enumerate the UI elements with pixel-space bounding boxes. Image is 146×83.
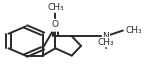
Text: N: N (102, 32, 109, 41)
Text: CH₃: CH₃ (47, 3, 64, 12)
Text: CH₃: CH₃ (125, 26, 142, 35)
Text: N: N (52, 22, 59, 31)
Text: CH₃: CH₃ (98, 38, 114, 47)
Text: O: O (52, 20, 59, 29)
